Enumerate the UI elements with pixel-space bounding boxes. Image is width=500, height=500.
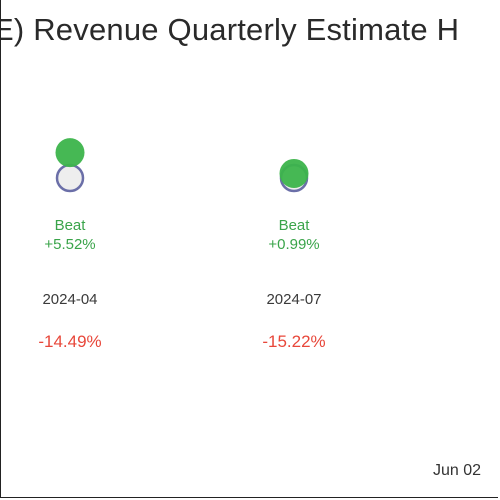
surprise-percent: +5.52% — [44, 236, 96, 253]
actual-marker — [279, 158, 309, 188]
surprise-status: + — [458, 216, 498, 235]
period-label: 2024-07 — [266, 291, 322, 308]
chart-title: E) Revenue Quarterly Estimate H — [0, 12, 460, 47]
footer-date: Jun 02 — [433, 462, 482, 479]
period-label: 20 — [458, 291, 498, 308]
surprise-status: Beat +5.52% — [10, 216, 130, 254]
estimate-marker — [55, 163, 85, 193]
surprise-percent: + — [458, 216, 498, 235]
actual-marker — [55, 138, 85, 168]
beat-label: Beat — [278, 217, 310, 234]
yoy-change: -14.49% — [38, 332, 102, 351]
yoy-change: -2 — [458, 332, 498, 352]
surprise-status: Beat +0.99% — [234, 216, 354, 254]
yoy-change: -15.22% — [262, 332, 326, 351]
beat-label: Beat — [54, 217, 86, 234]
period-label: 2024-04 — [42, 291, 98, 308]
surprise-percent: +0.99% — [268, 236, 320, 253]
